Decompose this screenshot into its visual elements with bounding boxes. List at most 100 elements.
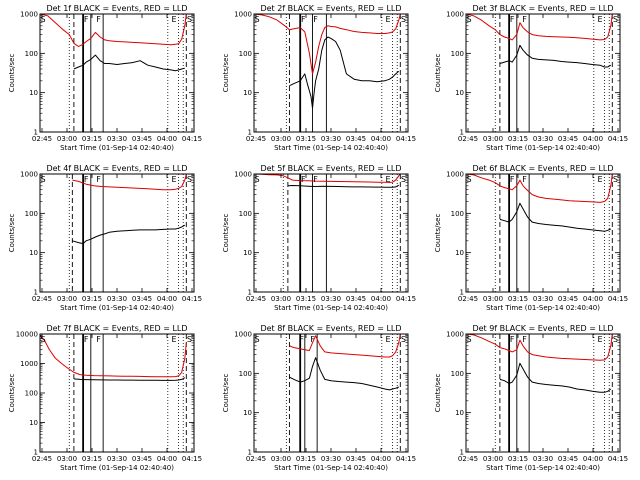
plot-title: Det 2f BLACK = Events, RED = LLD — [260, 4, 401, 13]
event-marker-label: F — [84, 335, 89, 344]
y-tick-label: 1 — [34, 289, 38, 297]
event-marker-label: S — [255, 175, 260, 184]
y-tick-label: 1 — [460, 289, 464, 297]
event-marker-label: S — [467, 15, 472, 24]
event-marker-label: S — [401, 15, 406, 24]
x-tick-label: 04:15 — [182, 295, 202, 303]
plot-title: Det 8f BLACK = Events, RED = LLD — [260, 324, 401, 333]
x-tick-label: 03:45 — [558, 135, 578, 143]
event-marker-label: F — [301, 15, 306, 24]
x-tick-label: 03:15 — [82, 295, 102, 303]
y-axis-label: Counts/sec — [222, 214, 230, 253]
event-marker-label: F — [313, 15, 318, 24]
event-marker-label: S — [41, 335, 46, 344]
x-tick-label: 02:45 — [246, 295, 266, 303]
event-marker-label: E — [171, 335, 176, 344]
x-tick-label: 02:45 — [246, 135, 266, 143]
lld-series-line — [39, 334, 187, 378]
lld-series-line — [289, 333, 401, 358]
x-tick-label: 02:45 — [32, 135, 52, 143]
plot-panel-9: Det 9f BLACK = Events, RED = LLD 02:45 03:… — [434, 324, 628, 472]
x-tick-label: 03:45 — [558, 295, 578, 303]
y-axis-label: Counts/sec — [8, 214, 16, 253]
y-tick-label: 1000 — [446, 11, 464, 19]
x-tick-label: 03:30 — [533, 135, 553, 143]
x-tick-label: 03:30 — [107, 455, 127, 463]
y-tick-label: 10 — [29, 89, 38, 97]
x-tick-label: 04:00 — [371, 455, 391, 463]
y-tick-label: 1 — [248, 289, 252, 297]
x-tick-label: 03:45 — [132, 295, 152, 303]
plot-frame — [465, 173, 621, 293]
x-tick-label: 03:00 — [57, 295, 77, 303]
x-axis-label: Start Time (01-Sep-14 02:40:40) — [486, 304, 600, 312]
events-series-line — [499, 202, 611, 232]
events-series-line — [72, 224, 186, 245]
events-series-line — [287, 184, 400, 188]
event-marker-label: E — [597, 175, 602, 184]
event-marker-label: F — [84, 15, 89, 24]
x-tick-label: 04:00 — [583, 455, 603, 463]
plot-title: Det 9f BLACK = Events, RED = LLD — [472, 324, 613, 333]
x-axis-label: Start Time (01-Sep-14 02:40:40) — [274, 144, 388, 152]
x-axis-label: Start Time (01-Sep-14 02:40:40) — [486, 464, 600, 472]
y-tick-label: 1000 — [20, 11, 38, 19]
x-tick-label: 02:45 — [246, 455, 266, 463]
x-axis-label: Start Time (01-Sep-14 02:40:40) — [60, 304, 174, 312]
y-tick-label: 10000 — [16, 331, 38, 339]
x-tick-label: 03:00 — [57, 135, 77, 143]
event-marker-label: E — [171, 175, 176, 184]
plot-title: Det 5f BLACK = Events, RED = LLD — [260, 164, 401, 173]
events-series-line — [499, 362, 612, 393]
event-marker-label: S — [41, 15, 46, 24]
event-marker-label: S — [255, 15, 260, 24]
x-tick-label: 03:30 — [107, 135, 127, 143]
y-tick-label: 10 — [29, 419, 38, 427]
x-tick-label: 03:15 — [296, 135, 316, 143]
event-marker-label: E — [171, 15, 176, 24]
y-tick-label: 1 — [248, 449, 252, 457]
y-tick-label: 1 — [34, 129, 38, 137]
x-tick-label: 03:30 — [321, 295, 341, 303]
x-tick-label: 03:00 — [271, 295, 291, 303]
plot-title: Det 4f BLACK = Events, RED = LLD — [46, 164, 187, 173]
event-marker-label: F — [510, 15, 515, 24]
plot-panel-8: Det 8f BLACK = Events, RED = LLD 02:45 03:… — [222, 324, 416, 472]
event-marker-label: S — [187, 15, 192, 24]
event-marker-label: S — [613, 335, 618, 344]
x-tick-label: 04:00 — [157, 295, 177, 303]
event-marker-label: S — [187, 335, 192, 344]
x-tick-label: 04:15 — [608, 455, 628, 463]
y-tick-label: 10 — [29, 249, 38, 257]
y-tick-label: 100 — [239, 370, 252, 378]
plot-frame — [39, 13, 195, 133]
y-axis-label: Counts/sec — [222, 54, 230, 93]
x-tick-label: 02:45 — [32, 455, 52, 463]
y-tick-label: 1000 — [234, 331, 252, 339]
plot-frame — [465, 13, 621, 133]
y-tick-label: 1 — [34, 449, 38, 457]
events-series-line — [73, 377, 186, 381]
y-tick-label: 100 — [239, 210, 252, 218]
y-tick-label: 1000 — [234, 171, 252, 179]
y-tick-label: 1 — [460, 129, 464, 137]
y-tick-label: 1000 — [446, 171, 464, 179]
plot-title: Det 7f BLACK = Events, RED = LLD — [46, 324, 187, 333]
x-tick-label: 04:15 — [396, 295, 416, 303]
event-marker-label: S — [41, 175, 46, 184]
x-tick-label: 02:45 — [32, 295, 52, 303]
plot-panel-3: Det 3f BLACK = Events, RED = LLD 02:45 03:… — [434, 4, 628, 152]
x-tick-label: 03:00 — [271, 135, 291, 143]
x-tick-label: 04:00 — [157, 135, 177, 143]
y-tick-label: 100 — [451, 50, 464, 58]
plot-frame — [465, 333, 621, 453]
event-marker-label: E — [597, 335, 602, 344]
event-marker-label: S — [613, 15, 618, 24]
x-tick-label: 04:15 — [396, 455, 416, 463]
event-marker-label: F — [522, 175, 527, 184]
y-axis-label: Counts/sec — [434, 214, 442, 253]
events-series-line — [499, 44, 612, 68]
plot-frame — [253, 333, 409, 453]
event-marker-label: F — [310, 335, 315, 344]
